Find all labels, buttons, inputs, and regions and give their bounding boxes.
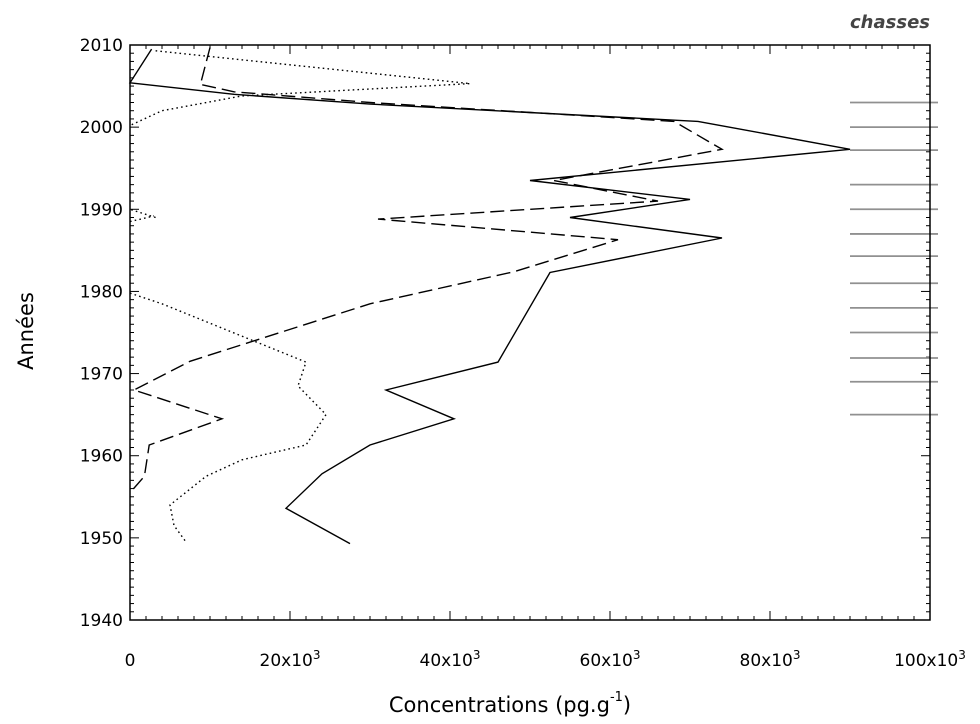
series-line-solid [128,48,851,545]
year-markers [850,101,938,416]
x-axis-title: Concentrations (pg.g-1) [389,690,631,717]
x-axis-title-main: Concentrations (pg.g [389,693,610,717]
x-tick-label-base: 60x10 [580,651,633,671]
y-tick-label: 1990 [80,200,123,220]
series-lines [128,47,851,545]
x-axis-title-exponent: -1 [610,690,623,705]
corner-label: chasses [850,12,930,33]
y-tick-label: 2000 [80,118,123,138]
tick-marks [129,44,931,621]
y-tick-label: 1970 [80,365,123,385]
y-tick-label: 1940 [80,611,123,631]
y-tick-label: 1980 [80,282,123,302]
x-tick-label-base: 80x10 [740,651,793,671]
x-tick-label-exponent: 3 [958,648,966,662]
x-tick-label: 60x103 [580,648,641,671]
plot-frame [129,44,931,621]
y-tick-label: 2010 [80,36,123,56]
series-line-dashed [129,47,724,494]
x-tick-label-exponent: 3 [793,648,801,662]
x-tick-label-exponent: 3 [313,648,321,662]
y-axis-title: Années [14,292,38,370]
series-line-dotted [129,50,471,543]
x-tick-label: 80x103 [740,648,801,671]
x-tick-label-exponent: 3 [633,648,641,662]
y-tick-label: 1950 [80,529,123,549]
x-tick-label: 100x103 [894,648,966,671]
x-tick-label-base: 20x10 [260,651,313,671]
x-tick-label-base: 40x10 [420,651,473,671]
x-tick-label-base: 100x10 [894,651,958,671]
x-tick-label-exponent: 3 [473,648,481,662]
y-tick-label: 1960 [80,447,123,467]
x-tick-label: 40x103 [420,648,481,671]
x-tick-label: 0 [125,651,136,671]
x-axis-title-close: ) [623,693,631,717]
x-tick-label: 20x103 [260,648,321,671]
x-tick-label-base: 0 [125,651,136,671]
